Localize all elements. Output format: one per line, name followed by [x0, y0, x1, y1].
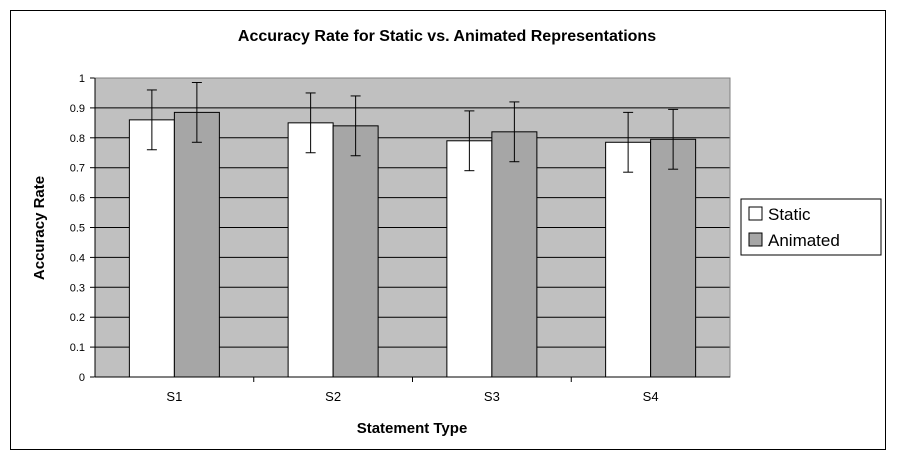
y-tick-label-4: 0.4: [70, 252, 85, 264]
bar-animated-s4: [650, 138, 697, 378]
legend-label-static: Static: [768, 205, 811, 224]
bar-animated-s2: [332, 125, 379, 378]
y-axis-title: Accuracy Rate: [31, 176, 48, 280]
legend-box: [740, 198, 882, 256]
y-tick-label-0: 0: [79, 372, 85, 384]
error-bars: [146, 81, 679, 173]
y-tick-label-8: 0.8: [70, 133, 85, 145]
legend-swatch-animated: [748, 232, 763, 247]
bar-static-s1: [128, 119, 175, 378]
x-tick-labels: S1 S2 S3 S4: [166, 389, 658, 404]
chart-title: Accuracy Rate for Static vs. Animated Re…: [238, 28, 656, 45]
y-tick-label-9: 0.9: [70, 103, 85, 115]
y-tick-label-6: 0.6: [70, 193, 85, 205]
x-tick-label-s4: S4: [643, 389, 659, 404]
bar-animated-s1: [173, 111, 220, 378]
axes: [90, 77, 731, 382]
y-tick-label-10: 1: [79, 73, 85, 85]
y-tick-labels: 0 0.1 0.2 0.3 0.4 0.5 0.6 0.7 0.8 0.9 1: [70, 73, 85, 384]
bar-static-s3: [446, 140, 493, 378]
legend-label-animated: Animated: [768, 231, 840, 250]
y-tick-label-7: 0.7: [70, 163, 85, 175]
bar-static-s2: [287, 122, 334, 378]
x-tick-label-s2: S2: [325, 389, 341, 404]
legend: Static Animated: [740, 198, 882, 256]
y-tick-label-3: 0.3: [70, 282, 85, 294]
bar-static-s4: [605, 141, 652, 378]
y-tick-label-5: 0.5: [70, 223, 85, 235]
y-tick-label-2: 0.2: [70, 312, 85, 324]
y-tick-label-1: 0.1: [70, 342, 85, 354]
x-axis-title: Statement Type: [357, 420, 468, 437]
x-tick-label-s3: S3: [484, 389, 500, 404]
bars: [128, 111, 697, 378]
legend-swatch-static: [748, 206, 763, 221]
x-tick-label-s1: S1: [166, 389, 182, 404]
bar-animated-s3: [491, 131, 538, 378]
